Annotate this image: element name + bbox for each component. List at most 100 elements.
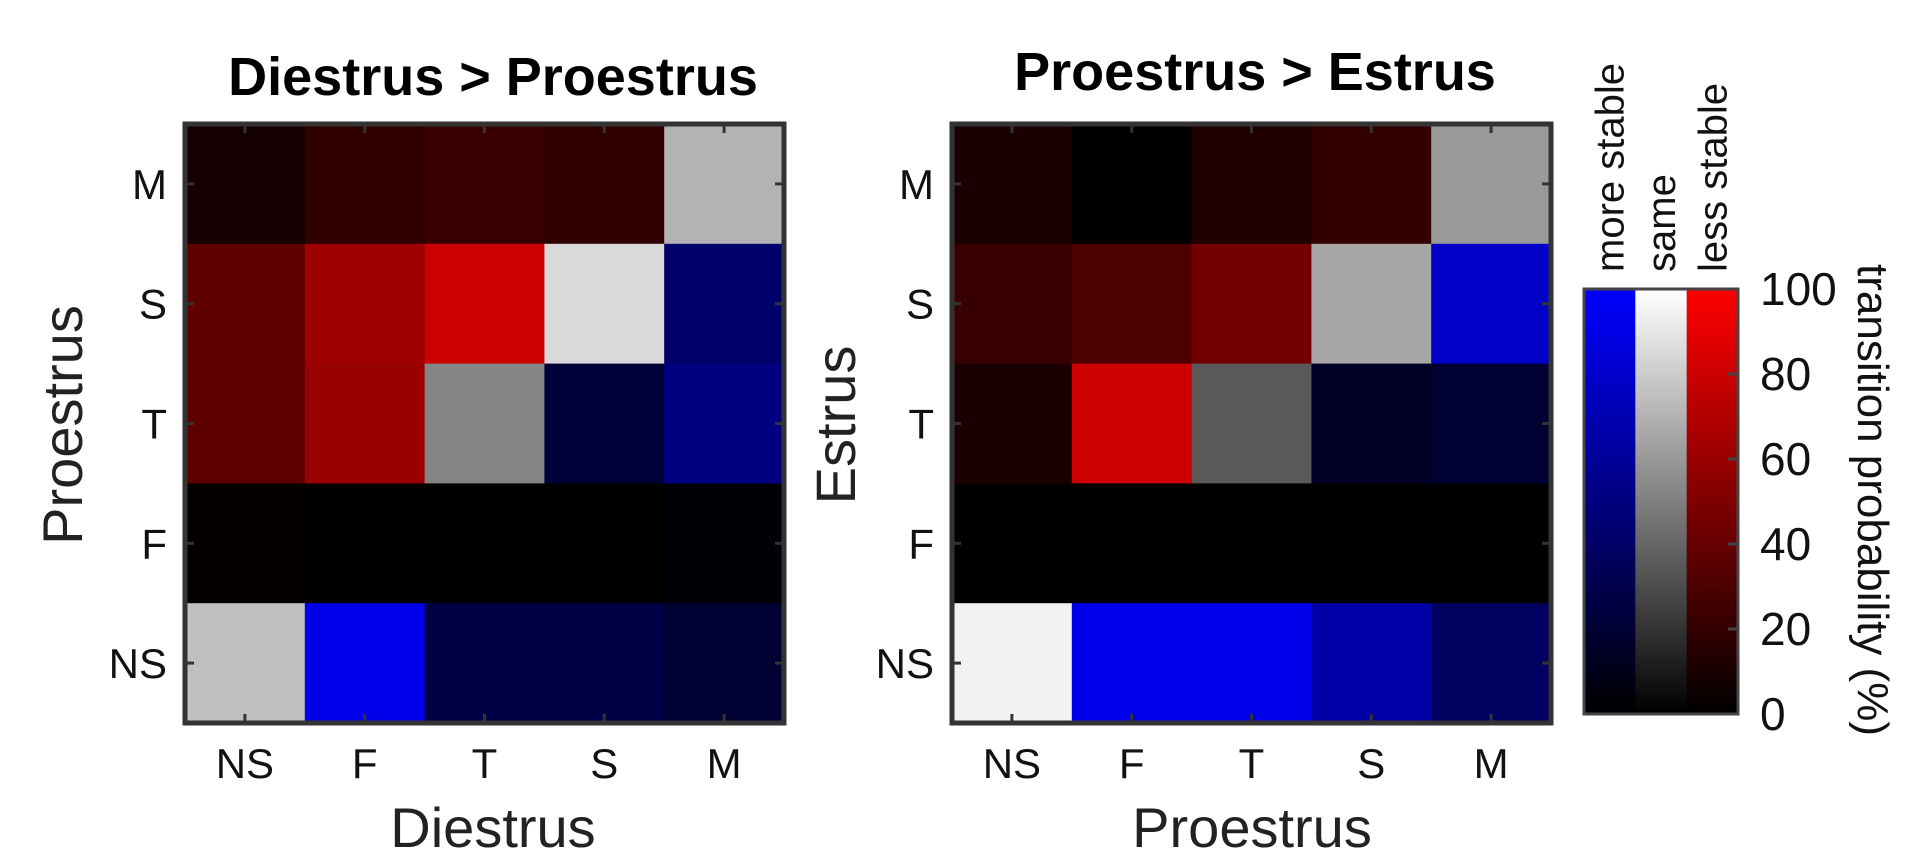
y-axis-label: Estrus (804, 346, 867, 505)
heatmap-cells (185, 124, 785, 724)
heatmap-cell (664, 483, 785, 604)
heatmap-cell (1191, 483, 1312, 604)
heatmap-cell (952, 243, 1073, 365)
heatmap-cell (664, 243, 785, 365)
x-tick-label: M (707, 740, 742, 787)
heatmap-cell (424, 603, 545, 724)
x-tick-label: S (1357, 740, 1385, 787)
heatmap-cell (1191, 243, 1312, 365)
heatmap-cell (424, 363, 545, 484)
colorbar-tick-label: 80 (1760, 348, 1811, 400)
x-axis-label: Diestrus (390, 796, 595, 857)
heatmap-cell (1311, 363, 1432, 484)
heatmap-cell (185, 363, 306, 484)
colorbar-tick-label: 0 (1760, 688, 1786, 740)
colorbar-column-labels: more stable same less stable (1589, 63, 1736, 272)
heatmap-cell (544, 124, 665, 245)
colorbar-tick-label: 40 (1760, 518, 1811, 570)
colorbar-frame (1582, 287, 1740, 716)
y-tick-label: T (141, 401, 167, 448)
y-tick-labels: M S T F NS (109, 161, 784, 687)
heatmap-cell (1311, 483, 1432, 604)
x-tick-label: F (352, 740, 378, 787)
heatmap-cell (1071, 363, 1193, 484)
heatmap-cell (544, 363, 665, 484)
heatmap-cell (1431, 363, 1552, 484)
heatmap-cell (185, 603, 306, 724)
y-tick-label: T (908, 401, 934, 448)
x-tick-labels: NS F T S M (216, 124, 742, 787)
heatmap-cell (1191, 363, 1312, 484)
y-axis-label: Proestrus (31, 305, 94, 545)
heatmap-cell (544, 483, 665, 604)
heatmap-cell (1311, 243, 1432, 365)
heatmap-cell (304, 243, 426, 365)
x-tick-label: S (590, 740, 618, 787)
colorbar-tick-label: 60 (1760, 433, 1811, 485)
colorbar-column-label: less stable (1691, 83, 1735, 272)
y-tick-label: NS (109, 640, 167, 687)
y-tick-label: S (139, 281, 167, 328)
heatmap-cell (952, 124, 1073, 245)
heatmap-cell (1431, 603, 1552, 724)
colorbar-strips (1584, 289, 1739, 714)
heatmap-cell (1191, 603, 1312, 724)
heatmap-cell (664, 363, 785, 484)
y-tick-label: S (906, 281, 934, 328)
colorbar-tick-labels: 0 20 40 60 80 100 (1728, 263, 1837, 740)
colorbar-column-label: more stable (1589, 63, 1633, 272)
x-tick-label: T (1239, 740, 1265, 787)
x-tick-label: T (472, 740, 498, 787)
heatmap-cell (1431, 124, 1552, 245)
heatmap-cell (185, 483, 306, 604)
x-axis-label: Proestrus (1132, 796, 1372, 857)
x-tick-label: NS (216, 740, 274, 787)
chart-title: Diestrus > Proestrus (228, 47, 758, 107)
heatmap-cell (424, 243, 545, 365)
y-tick-label: F (908, 520, 934, 567)
heatmap-cell (185, 243, 306, 365)
x-tick-label: M (1474, 740, 1509, 787)
heatmap-cell (1071, 603, 1193, 724)
colorbar-strip-same (1635, 289, 1688, 714)
heatmap-cell (1311, 124, 1432, 245)
heatmap-cell (424, 483, 545, 604)
heatmap-cell (424, 124, 545, 245)
heatmap-cell (1071, 124, 1193, 245)
heatmap-cell (664, 124, 785, 245)
colorbar: more stable same less stable 020406080100 … (1582, 63, 1897, 740)
colorbar-strip-more (1584, 289, 1636, 714)
y-tick-label: M (132, 161, 167, 208)
colorbar-tick-label: 100 (1760, 263, 1837, 315)
heatmap-cell (1431, 243, 1552, 365)
y-tick-label: NS (876, 640, 934, 687)
colorbar-column-label: same (1640, 174, 1684, 272)
heatmap-cell (544, 243, 665, 365)
heatmap-cell (952, 603, 1073, 724)
heatmap-cell (1071, 483, 1193, 604)
heatmap-cell (304, 603, 426, 724)
colorbar-strip-less (1686, 289, 1739, 714)
x-tick-label: F (1119, 740, 1145, 787)
heatmap-cell (544, 603, 665, 724)
y-tick-label: F (141, 520, 167, 567)
chart-title: Proestrus > Estrus (1014, 42, 1496, 102)
heatmap-cell (664, 603, 785, 724)
heatmap-cell (304, 124, 426, 245)
heatmap-cell (1431, 483, 1552, 604)
heatmap-cell (952, 483, 1073, 604)
colorbar-tick-label: 20 (1760, 603, 1811, 655)
heatmap-cells (952, 124, 1552, 724)
heatmap-cell (185, 124, 306, 245)
heatmap-cell (304, 483, 426, 604)
y-tick-labels: M S T F NS (876, 161, 1551, 687)
heatmap-cell (1071, 243, 1193, 365)
x-tick-label: NS (983, 740, 1041, 787)
heatmap-diestrus-proestrus: Diestrus > Proestrus M S T F NS NS F T S M Diest… (31, 47, 787, 857)
colorbar-label: transition probability (%) (1848, 264, 1897, 736)
y-tick-label: M (899, 161, 934, 208)
heatmap-proestrus-estrus: Proestrus > Estrus M S T F NS NS F T S M Proestr… (804, 42, 1554, 857)
x-tick-labels: NS F T S M (983, 124, 1509, 787)
heatmap-cell (952, 363, 1073, 484)
